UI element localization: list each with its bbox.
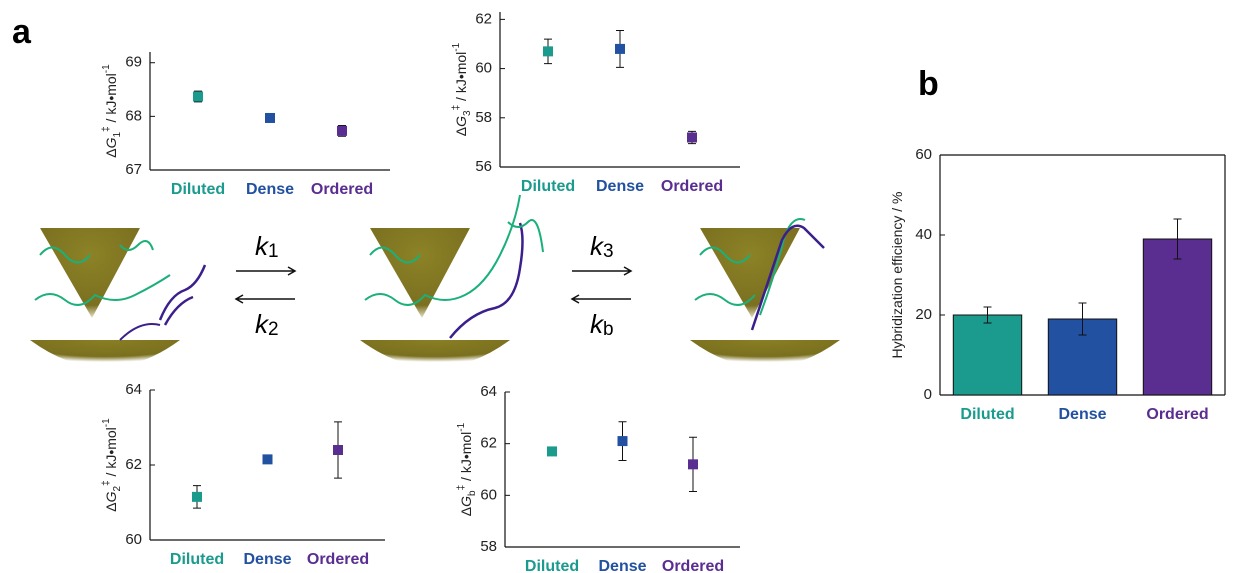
y-label-part: / kJ•mol [453,52,469,105]
marker [333,445,343,455]
y-label-part: 1 [112,131,123,137]
y-label-part: G [458,496,474,507]
y-label-part: ‡ [101,480,112,486]
rate-symbol: k [255,309,270,339]
panel-label: a [12,13,32,51]
y-tick-label: 58 [480,538,497,555]
schematic [30,194,840,368]
x-tick-label: Diluted [170,551,224,568]
y-tick-label: 67 [125,161,142,178]
y-tick-label: 60 [915,146,932,163]
y-axis-label: Hybridization efficiency / % [889,191,905,358]
x-tick-label: Dense [246,181,294,198]
y-tick-label: 0 [924,386,932,403]
bar [1142,238,1213,396]
y-label-part: b [467,490,478,496]
error-bar [1078,302,1087,336]
marker [543,46,553,57]
y-tick-label: 68 [125,107,142,124]
y-label-part: / kJ•mol [103,427,119,480]
x-tick-label: Dense [243,551,291,568]
y-tick-label: 20 [915,306,932,323]
y-label-part: / kJ•mol [458,432,474,485]
y-label-part: Δ [103,148,119,157]
marker [615,43,625,54]
bar [952,314,1023,396]
y-label-part: G [453,116,469,127]
y-label-part: -1 [451,42,462,51]
rate-symbol: k [590,309,605,339]
marker [687,132,697,143]
marker [688,459,698,470]
y-label-part: 3 [462,110,473,116]
rate-constant: k3 [590,231,614,262]
y-label-part: -1 [101,64,112,73]
y-label-part: G [103,137,119,148]
y-label-part: ‡ [456,485,467,491]
rate-symbol: k [590,231,605,261]
x-tick-label: Ordered [311,181,373,198]
y-label-part: Δ [453,127,469,136]
y-tick-label: 58 [475,109,492,126]
y-axis-label: ΔGb‡ / kJ•mol-1 [456,422,478,516]
y-tick-label: 60 [480,486,497,503]
y-tick-label: 62 [125,456,142,473]
y-label-part: Hybridization efficiency / % [889,191,905,358]
x-tick-label: Ordered [661,178,723,195]
y-tick-label: 56 [475,158,492,175]
y-label-part: -1 [101,418,112,427]
y-label-part: -1 [456,422,467,431]
x-tick-label: Ordered [307,551,369,568]
y-tick-label: 62 [475,10,492,27]
marker [617,436,628,447]
rate-constant: k2 [255,309,279,340]
rate-subscript: 3 [603,241,614,262]
y-label-part: Δ [458,507,474,516]
marker [192,491,202,502]
rate-subscript: b [603,319,614,340]
x-tick-label: Diluted [960,406,1014,423]
marker [193,91,203,102]
y-axis-label: ΔG2‡ / kJ•mol-1 [101,418,123,512]
error-bar [983,306,992,324]
marker [262,454,273,465]
rate-subscript: 1 [268,241,279,262]
x-tick-label: Dense [596,178,644,195]
x-tick-label: Ordered [1146,406,1208,423]
y-tick-label: 40 [915,226,932,243]
y-axis-label: ΔG1‡ / kJ•mol-1 [101,64,123,158]
y-label-part: ‡ [451,105,462,111]
x-tick-label: Diluted [525,558,579,573]
y-label-part: ‡ [101,126,112,132]
marker [265,112,275,123]
rate-symbol: k [255,231,270,261]
y-axis-label: ΔG3‡ / kJ•mol-1 [451,42,473,136]
y-label-part: 2 [112,485,123,491]
rate-constant: k1 [255,231,279,262]
y-label-part: / kJ•mol [103,73,119,126]
x-tick-label: Diluted [171,181,225,198]
y-tick-label: 60 [475,60,492,77]
rate-subscript: 2 [268,319,279,340]
y-label-part: Δ [103,502,119,511]
y-tick-label: 69 [125,54,142,71]
x-tick-label: Dense [598,558,646,573]
y-label-part: G [103,491,119,502]
marker [547,446,557,457]
x-tick-label: Diluted [521,178,575,195]
rate-constant: kb [590,309,614,340]
y-tick-label: 60 [125,531,142,548]
x-tick-label: Dense [1058,406,1106,423]
x-tick-label: Ordered [662,558,724,573]
error-bar [1173,218,1182,260]
marker [337,125,347,136]
y-tick-label: 64 [125,381,142,398]
panel-label: b [918,65,939,103]
y-tick-label: 62 [480,435,497,452]
y-tick-label: 64 [480,383,497,400]
